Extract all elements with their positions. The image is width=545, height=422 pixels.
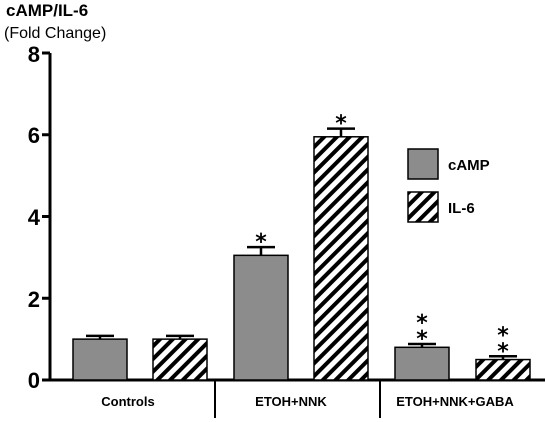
x-category-label: ETOH+NNK+GABA — [396, 394, 514, 409]
y-tick-label: 2 — [28, 287, 40, 312]
y-tick-label: 6 — [28, 123, 40, 148]
legend-label-camp: cAMP — [448, 157, 490, 174]
significance-star: * — [497, 339, 509, 364]
y-tick-label: 0 — [28, 368, 40, 393]
x-category-label: Controls — [101, 394, 154, 409]
legend-swatch-il6 — [407, 191, 439, 223]
y-tick-label: 8 — [28, 42, 40, 67]
legend-swatch-camp — [407, 148, 439, 180]
bar-camp — [233, 254, 289, 381]
significance-star: * — [255, 230, 267, 255]
bar-il-6 — [313, 136, 369, 381]
bar-camp — [394, 346, 450, 381]
legend-label-il6: IL-6 — [448, 200, 475, 217]
bar-camp — [72, 338, 128, 381]
legend: cAMP IL-6 — [407, 148, 490, 223]
significance-star: * — [497, 323, 509, 348]
y-axis-label: (Fold Change) — [4, 25, 106, 42]
significance-star: * — [416, 311, 428, 336]
significance-star: * — [335, 112, 347, 137]
chart-title: cAMP/IL-6 — [6, 1, 88, 20]
significance-star: * — [416, 327, 428, 352]
y-tick-label: 4 — [28, 205, 41, 230]
x-category-label: ETOH+NNK — [255, 394, 327, 409]
bar-il-6 — [152, 338, 208, 381]
